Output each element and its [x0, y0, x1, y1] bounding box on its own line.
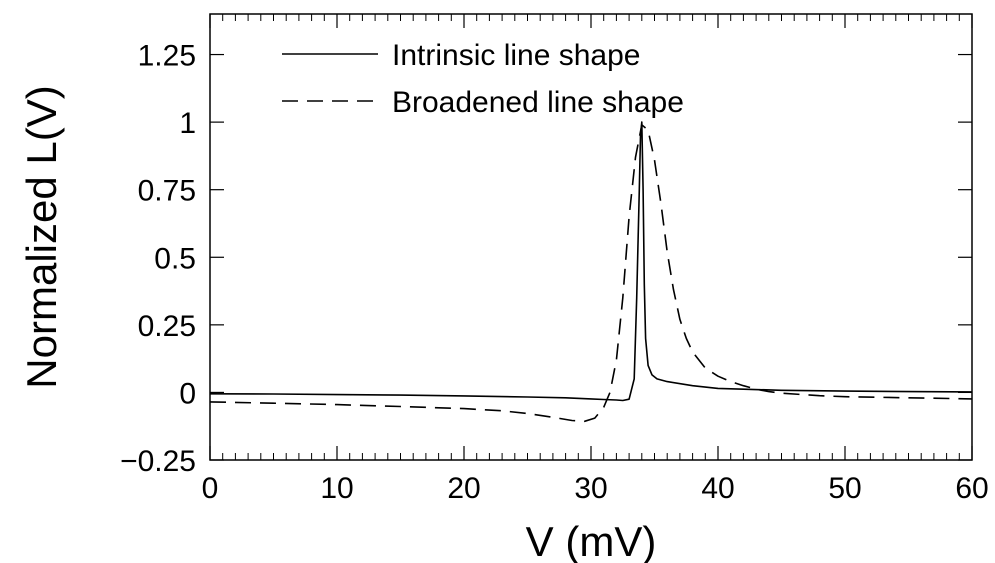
series-lines [209, 121, 973, 423]
legend-label-intrinsic: Intrinsic line shape [392, 39, 640, 72]
x-axis-label: V (mV) [526, 518, 657, 563]
axis-ticks [209, 14, 973, 461]
x-tick-label: 0 [202, 472, 219, 505]
x-tick-label: 40 [701, 472, 734, 505]
series-line-intrinsic [209, 121, 973, 402]
y-tick-label: 0.75 [138, 175, 196, 208]
legend-label-broadened: Broadened line shape [392, 86, 684, 119]
x-tick-label: 60 [955, 472, 988, 505]
plot-frame [209, 13, 973, 461]
y-axis-label: Normalized L(V) [18, 85, 65, 388]
x-tick-label: 10 [320, 472, 353, 505]
y-tick-label: 1 [179, 107, 196, 140]
y-tick-label: 0.5 [154, 242, 196, 275]
x-tick-label: 50 [828, 472, 861, 505]
y-tick-label: 1.25 [138, 40, 196, 73]
legend: Intrinsic line shape Broadened line shap… [282, 39, 684, 119]
x-tick-label: 30 [574, 472, 607, 505]
y-tick-label: 0.25 [138, 310, 196, 343]
series-line-broadened [209, 124, 973, 423]
y-tick-label: −0.25 [120, 445, 196, 478]
y-tick-label: 0 [179, 377, 196, 410]
x-tick-label: 20 [447, 472, 480, 505]
